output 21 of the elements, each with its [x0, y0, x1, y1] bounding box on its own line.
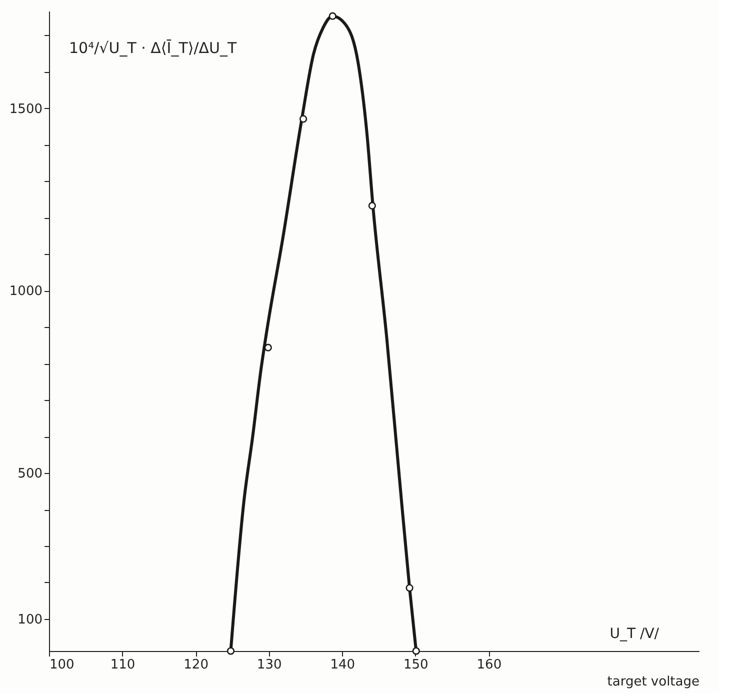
x-tick-label: 150	[403, 658, 428, 672]
x-tick-label: 120	[184, 658, 208, 672]
point	[226, 647, 235, 655]
y-tick-label: 1500	[9, 102, 42, 117]
y-axis-title: 10⁴/√U_T · Δ⟨Ī_T⟩/ΔU_T	[69, 39, 238, 57]
x-tick-label: 130	[256, 658, 282, 672]
x-tick-label: 110	[110, 658, 136, 672]
x-tick-label: 160	[476, 658, 502, 672]
y-tick-label: 100	[18, 612, 42, 628]
point	[412, 647, 420, 655]
x-tick-label: 100	[50, 658, 74, 672]
point	[368, 202, 376, 210]
x-tick-label: 140	[330, 658, 356, 672]
x-axis-title: target voltage	[607, 674, 700, 690]
point	[299, 115, 308, 123]
point	[264, 344, 272, 352]
y-tick-label: 500	[18, 466, 42, 482]
annotation: U_T /V/	[610, 626, 660, 642]
point	[406, 584, 414, 592]
y-tick-label: 1000	[9, 284, 42, 300]
point	[328, 12, 336, 20]
